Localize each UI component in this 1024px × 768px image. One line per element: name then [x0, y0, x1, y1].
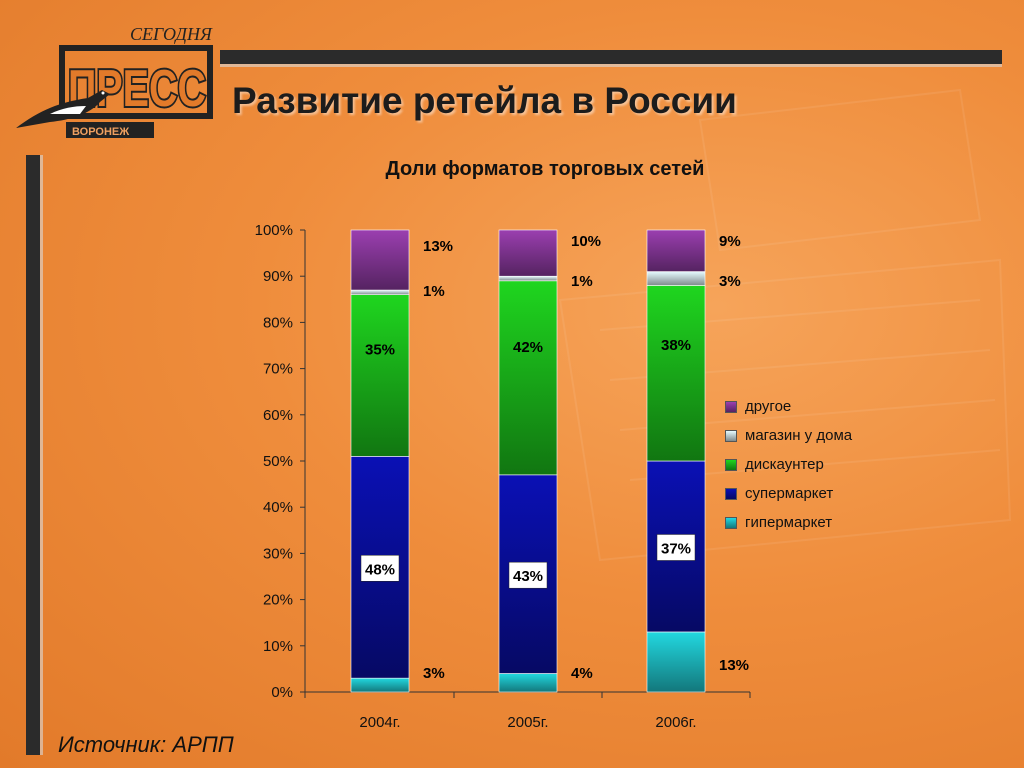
y-tick-label: 50% [263, 453, 293, 470]
legend-swatch [725, 458, 737, 471]
bar-segment [498, 229, 558, 277]
company-logo: СЕГОДНЯ ПРЕСС ВОРОНЕЖ [16, 24, 213, 138]
bar-segment [350, 677, 410, 693]
legend-label: супермаркет [745, 485, 834, 502]
header-bar [220, 50, 1002, 64]
data-label: 4% [571, 665, 593, 682]
y-tick-label: 20% [263, 592, 293, 609]
legend-label: дискаунтер [745, 456, 824, 473]
data-label: 1% [423, 283, 445, 300]
bar-segment [646, 285, 706, 462]
bar-segment [498, 673, 558, 693]
y-tick-label: 90% [263, 268, 293, 285]
side-bar-shadow [40, 155, 43, 755]
data-label: 10% [571, 233, 601, 250]
x-tick-label: 2006г. [655, 714, 696, 731]
data-label-box [360, 555, 400, 582]
data-label: 3% [719, 273, 741, 290]
y-tick-label: 60% [263, 407, 293, 424]
bar-segment [646, 229, 706, 272]
legend-item: гипермаркет [725, 508, 852, 537]
bar-segment [350, 294, 410, 457]
bar-segment [350, 229, 410, 291]
legend-label: магазин у дома [745, 427, 853, 444]
chart-legend: другое магазин у дома дискаунтер супермарке… [725, 392, 852, 537]
legend-item: магазин у дома [725, 421, 852, 450]
logo-top-text: СЕГОДНЯ [130, 24, 213, 44]
legend-label: другое [745, 398, 792, 415]
x-tick-label: 2004г. [359, 714, 400, 731]
legend-swatch [725, 487, 737, 500]
data-label: 13% [719, 657, 749, 674]
data-label: 48% [365, 561, 395, 578]
logo-sub-text: ВОРОНЕЖ [72, 126, 129, 138]
data-label: 35% [365, 342, 395, 359]
legend-item: другое [725, 392, 852, 421]
x-tick-label: 2005г. [507, 714, 548, 731]
y-tick-label: 70% [263, 361, 293, 378]
y-tick-label: 30% [263, 545, 293, 562]
bar-segment [646, 631, 706, 693]
bar-segment [498, 275, 558, 282]
legend-swatch [725, 429, 737, 442]
bar-segment [646, 271, 706, 286]
data-label: 3% [423, 665, 445, 682]
data-label: 43% [513, 568, 543, 585]
data-label: 9% [719, 233, 741, 250]
y-tick-label: 0% [271, 684, 293, 701]
magpie-icon [16, 90, 110, 128]
data-label: 1% [571, 273, 593, 290]
bar-segment [498, 280, 558, 476]
legend-item: супермаркет [725, 479, 852, 508]
side-bar [26, 155, 40, 755]
y-tick-label: 100% [255, 222, 293, 239]
chart-title: Доли форматов торговых сетей [385, 158, 705, 180]
data-label-box [656, 534, 696, 561]
data-label: 37% [661, 540, 691, 557]
source-note: Источник: АРПП [58, 732, 234, 757]
y-tick-label: 80% [263, 314, 293, 331]
y-tick-label: 10% [263, 638, 293, 655]
legend-item: дискаунтер [725, 450, 852, 479]
data-label: 38% [661, 337, 691, 354]
data-label: 42% [513, 339, 543, 356]
y-tick-label: 40% [263, 499, 293, 516]
bar-segment [350, 289, 410, 295]
legend-swatch [725, 516, 737, 529]
legend-label: гипермаркет [745, 514, 833, 531]
data-label-box [508, 561, 548, 589]
legend-swatch [725, 400, 737, 413]
page-title: Развитие ретейла в России [232, 80, 737, 121]
header-bar-shadow [220, 64, 1002, 67]
data-label: 13% [423, 238, 453, 255]
